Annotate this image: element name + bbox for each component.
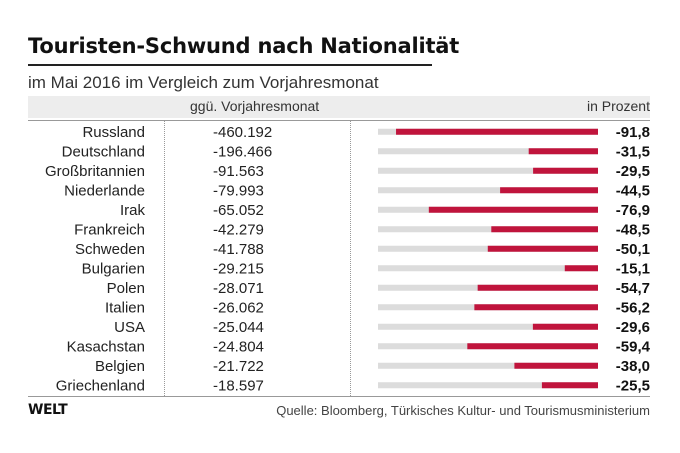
column-separator-change <box>350 121 351 396</box>
absolute-change-label: -79.993 <box>213 182 264 199</box>
bar-track <box>378 265 598 272</box>
country-label: Frankreich <box>74 221 145 238</box>
source-note: Quelle: Bloomberg, Türkisches Kultur- un… <box>276 403 650 418</box>
percent-label: -29,5 <box>616 163 650 180</box>
percent-label: -25,5 <box>616 377 650 394</box>
bar <box>487 245 598 252</box>
column-header-change: ggü. Vorjahresmonat <box>190 98 320 114</box>
bar <box>564 265 598 272</box>
absolute-change-label: -21.722 <box>213 358 264 375</box>
percent-label: -31,5 <box>616 143 650 160</box>
table-header-divider <box>28 120 650 121</box>
bar-track <box>378 226 598 233</box>
country-label: Schweden <box>75 241 145 258</box>
chart-title: Touristen-Schwund nach Nationalität <box>28 34 460 58</box>
country-label: Italien <box>105 299 145 316</box>
absolute-change-label: -42.279 <box>213 221 264 238</box>
country-label: Bulgarien <box>82 260 145 277</box>
table-bottom-divider <box>28 396 650 397</box>
bar <box>428 206 598 213</box>
absolute-change-label: -24.804 <box>213 338 264 355</box>
bar-track <box>378 323 598 330</box>
country-label: Niederlande <box>64 182 145 199</box>
absolute-change-label: -41.788 <box>213 241 264 258</box>
chart-subtitle: im Mai 2016 im Vergleich zum Vorjahresmo… <box>28 73 379 92</box>
absolute-change-label: -65.052 <box>213 202 264 219</box>
welt-logo: WELT <box>28 402 68 418</box>
bar <box>532 323 598 330</box>
absolute-change-label: -25.044 <box>213 319 264 336</box>
percent-label: -56,2 <box>616 299 650 316</box>
country-label: Kasachstan <box>67 338 145 355</box>
column-separator-country <box>164 121 165 396</box>
bar-track <box>378 148 598 155</box>
percent-label: -76,9 <box>616 202 650 219</box>
bar <box>396 128 598 135</box>
bar <box>474 304 598 311</box>
bar <box>500 187 598 194</box>
table-header-background <box>28 96 650 118</box>
country-label: Russland <box>82 124 145 141</box>
percent-label: -48,5 <box>616 221 650 238</box>
bar <box>541 382 598 389</box>
bar-track <box>378 167 598 174</box>
absolute-change-label: -18.597 <box>213 377 264 394</box>
column-header-percent: in Prozent <box>586 98 650 114</box>
country-label: Irak <box>120 202 146 219</box>
bar-track <box>378 382 598 389</box>
country-label: USA <box>114 319 145 336</box>
title-underline <box>28 64 432 66</box>
absolute-change-label: -29.215 <box>213 260 264 277</box>
bar <box>491 226 598 233</box>
percent-label: -29,6 <box>616 319 650 336</box>
country-label: Polen <box>107 280 145 297</box>
absolute-change-label: -26.062 <box>213 299 264 316</box>
percent-label: -38,0 <box>616 358 650 375</box>
absolute-change-label: -91.563 <box>213 163 264 180</box>
country-label: Griechenland <box>56 377 145 394</box>
percent-label: -54,7 <box>616 280 650 297</box>
bar <box>528 148 598 155</box>
absolute-change-label: -28.071 <box>213 280 264 297</box>
country-label: Belgien <box>95 358 145 375</box>
bar-track <box>378 362 598 369</box>
bar <box>477 284 598 291</box>
percent-label: -44,5 <box>616 182 650 199</box>
absolute-change-label: -460.192 <box>213 124 272 141</box>
bar <box>467 343 598 350</box>
absolute-change-label: -196.466 <box>213 143 272 160</box>
country-label: Deutschland <box>62 143 145 160</box>
bar <box>514 362 598 369</box>
bar-track <box>378 187 598 194</box>
percent-label: -59,4 <box>616 338 651 355</box>
percent-label: -91,8 <box>616 124 650 141</box>
percent-label: -15,1 <box>616 260 650 277</box>
country-label: Großbritannien <box>45 163 145 180</box>
bar <box>533 167 598 174</box>
percent-label: -50,1 <box>616 241 650 258</box>
